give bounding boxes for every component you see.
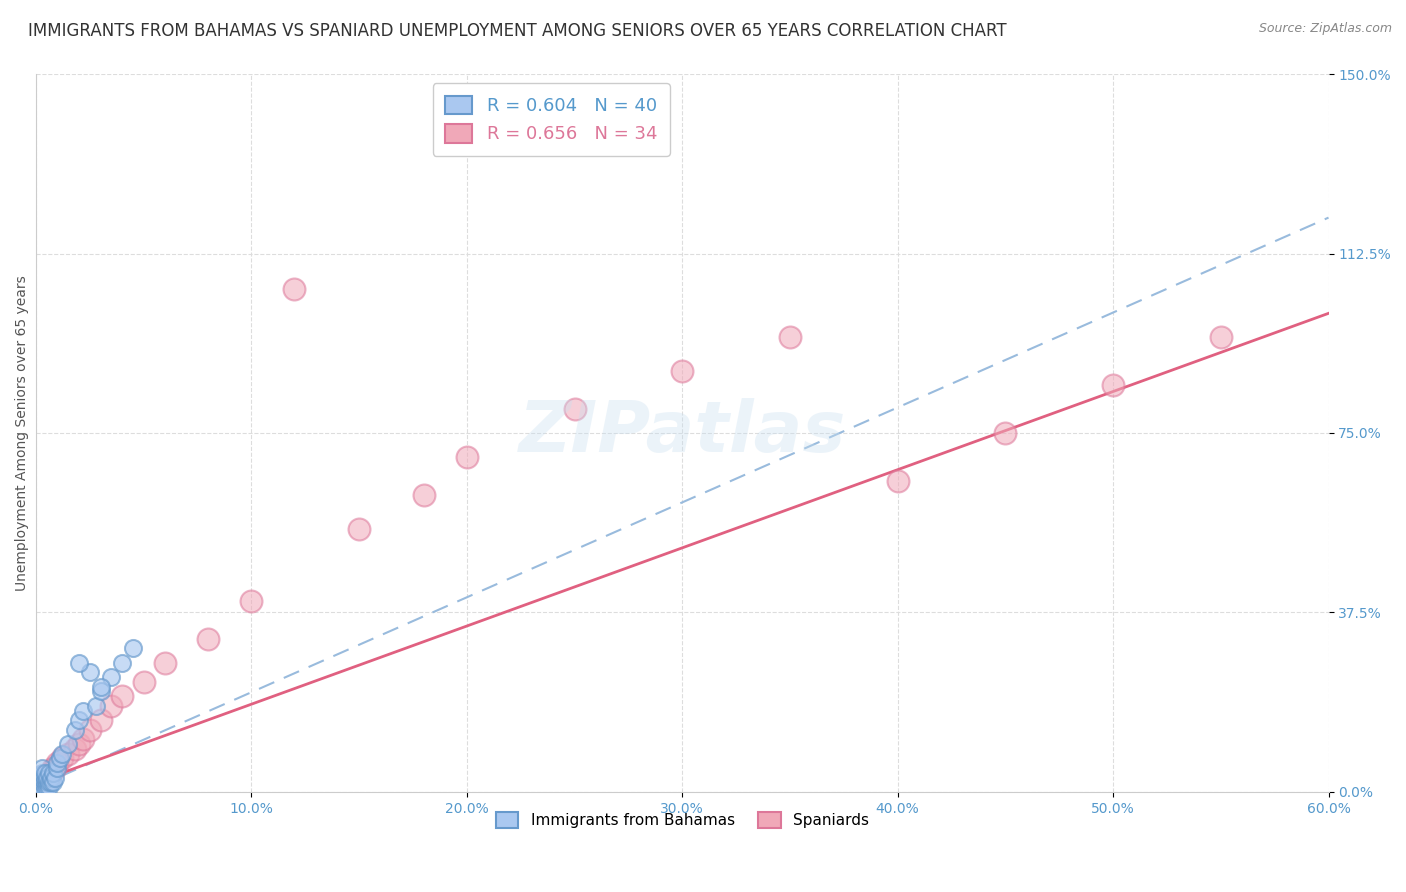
Point (63, 723, 86, 737)
Point (31, 765, 53, 780)
Point (27, 780, 49, 794)
Point (51, 747, 73, 761)
Point (42, 775, 65, 789)
Point (412, 488, 434, 502)
Point (67, 713, 90, 727)
Point (35, 771, 58, 785)
Point (240, 593, 263, 607)
Point (564, 402, 586, 417)
Point (39, 771, 62, 785)
Point (84, 698, 107, 713)
Point (42, 765, 65, 780)
Point (153, 656, 176, 670)
Point (671, 364, 693, 378)
Point (46, 756, 69, 771)
Point (122, 641, 145, 656)
Point (34, 780, 56, 794)
Legend: Immigrants from Bahamas, Spaniards: Immigrants from Bahamas, Spaniards (489, 806, 875, 835)
Point (31, 775, 53, 789)
Point (42, 761, 65, 775)
Point (35, 775, 58, 789)
Point (30, 780, 52, 794)
Text: IMMIGRANTS FROM BAHAMAS VS SPANIARD UNEMPLOYMENT AMONG SENIORS OVER 65 YEARS COR: IMMIGRANTS FROM BAHAMAS VS SPANIARD UNEM… (28, 22, 1007, 40)
Point (38, 765, 60, 780)
Point (67, 656, 90, 670)
Point (34, 771, 56, 785)
Point (34, 765, 56, 780)
Point (100, 670, 122, 684)
Point (111, 656, 134, 670)
Text: Source: ZipAtlas.com: Source: ZipAtlas.com (1258, 22, 1392, 36)
Point (31, 775, 53, 789)
Point (30, 771, 52, 785)
Point (35, 780, 58, 794)
Point (31, 761, 53, 775)
Point (197, 632, 219, 646)
Point (31, 780, 53, 794)
Point (51, 751, 73, 765)
Point (58, 737, 80, 751)
Point (779, 330, 801, 344)
Point (72, 704, 94, 718)
Point (90, 680, 112, 694)
Point (58, 747, 80, 761)
Point (90, 684, 112, 698)
Point (46, 756, 69, 771)
Point (67, 737, 90, 751)
Point (347, 522, 370, 536)
Point (63, 742, 86, 756)
Point (39, 765, 62, 780)
Point (48, 751, 70, 765)
Point (132, 674, 155, 689)
Point (38, 765, 60, 780)
Point (1102, 378, 1125, 392)
Point (111, 690, 134, 704)
Point (30, 775, 52, 789)
Point (283, 282, 305, 296)
Point (34, 775, 56, 789)
Point (38, 775, 60, 789)
Y-axis label: Unemployment Among Seniors over 65 years: Unemployment Among Seniors over 65 years (15, 275, 30, 591)
Point (100, 698, 122, 713)
Point (79, 665, 101, 680)
Point (44, 771, 66, 785)
Point (886, 474, 908, 488)
Point (46, 761, 69, 775)
Point (35, 771, 58, 785)
Point (34, 771, 56, 785)
Point (27, 780, 49, 794)
Point (39, 775, 62, 789)
Point (44, 761, 66, 775)
Point (30, 775, 52, 789)
Point (31, 771, 53, 785)
Point (79, 723, 101, 737)
Point (38, 780, 60, 794)
Point (1209, 330, 1232, 344)
Point (456, 450, 478, 464)
Text: ZIPatlas: ZIPatlas (519, 399, 846, 467)
Point (994, 425, 1017, 440)
Point (72, 732, 94, 747)
Point (90, 713, 112, 727)
